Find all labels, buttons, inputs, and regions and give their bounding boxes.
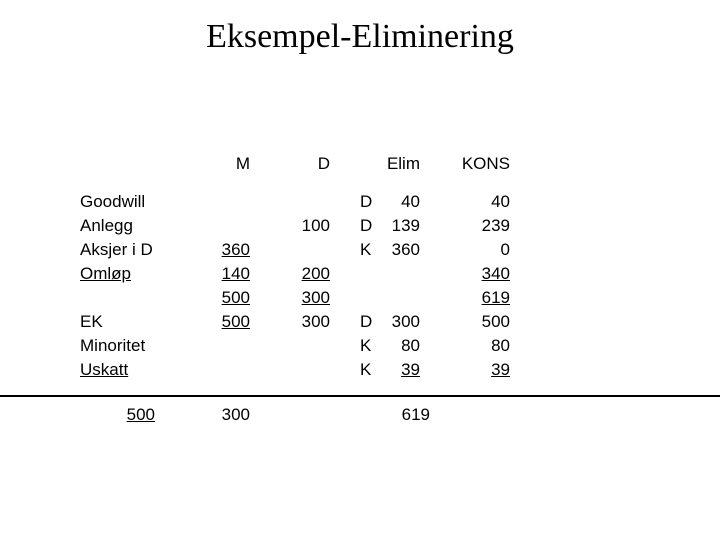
- d-anlegg: 100: [250, 216, 330, 236]
- elim-uskatt: K39: [330, 360, 420, 380]
- kons-aksjer: 0: [420, 240, 510, 260]
- kons-minoritet: 80: [420, 336, 510, 356]
- d-omlop: 200: [250, 264, 330, 284]
- header-m: M: [190, 154, 250, 174]
- header-kons: KONS: [420, 154, 510, 174]
- row-ek: EK 500 300 D300 500: [80, 308, 510, 332]
- m-aksjer: 360: [190, 240, 250, 260]
- row-anlegg: Anlegg 100 D139 239: [80, 212, 510, 236]
- kons-goodwill: 40: [420, 192, 510, 212]
- label-ek: EK: [80, 312, 190, 332]
- footer-row: 500 300 619: [80, 405, 430, 425]
- row-omlop: Omløp 140 200 340: [80, 260, 510, 284]
- row-minoritet: Minoritet K80 80: [80, 332, 510, 356]
- elim-aksjer: K360: [330, 240, 420, 260]
- row-aksjer: Aksjer i D 360 K360 0: [80, 236, 510, 260]
- footer-c: 619: [250, 405, 430, 425]
- row-goodwill: Goodwill D40 40: [80, 188, 510, 212]
- label-uskatt: Uskatt: [80, 360, 190, 380]
- m-sum1: 500: [190, 288, 250, 308]
- page-title: Eksempel-Eliminering: [0, 0, 720, 56]
- header-elim: Elim: [330, 154, 420, 174]
- elimination-table: M D Elim KONS Goodwill D40 40 Anlegg 100…: [80, 150, 510, 380]
- m-omlop: 140: [190, 264, 250, 284]
- elim-ek: D300: [330, 312, 420, 332]
- elim-anlegg: D139: [330, 216, 420, 236]
- elim-minoritet: K80: [330, 336, 420, 356]
- elim-goodwill: D40: [330, 192, 420, 212]
- label-aksjer: Aksjer i D: [80, 240, 190, 260]
- kons-omlop: 340: [420, 264, 510, 284]
- kons-ek: 500: [420, 312, 510, 332]
- kons-anlegg: 239: [420, 216, 510, 236]
- kons-sum1: 619: [420, 288, 510, 308]
- label-goodwill: Goodwill: [80, 192, 190, 212]
- m-ek: 500: [190, 312, 250, 332]
- row-sum1: 500 300 619: [80, 284, 510, 308]
- kons-uskatt: 39: [420, 360, 510, 380]
- header-row: M D Elim KONS: [80, 150, 510, 174]
- label-omlop: Omløp: [80, 264, 190, 284]
- header-d: D: [250, 154, 330, 174]
- divider-line: [0, 395, 720, 397]
- d-ek: 300: [250, 312, 330, 332]
- d-sum1: 300: [250, 288, 330, 308]
- footer-b: 300: [155, 405, 250, 425]
- footer-a: 500: [80, 405, 155, 425]
- label-anlegg: Anlegg: [80, 216, 190, 236]
- row-uskatt: Uskatt K39 39: [80, 356, 510, 380]
- spacer: [80, 174, 510, 188]
- label-minoritet: Minoritet: [80, 336, 190, 356]
